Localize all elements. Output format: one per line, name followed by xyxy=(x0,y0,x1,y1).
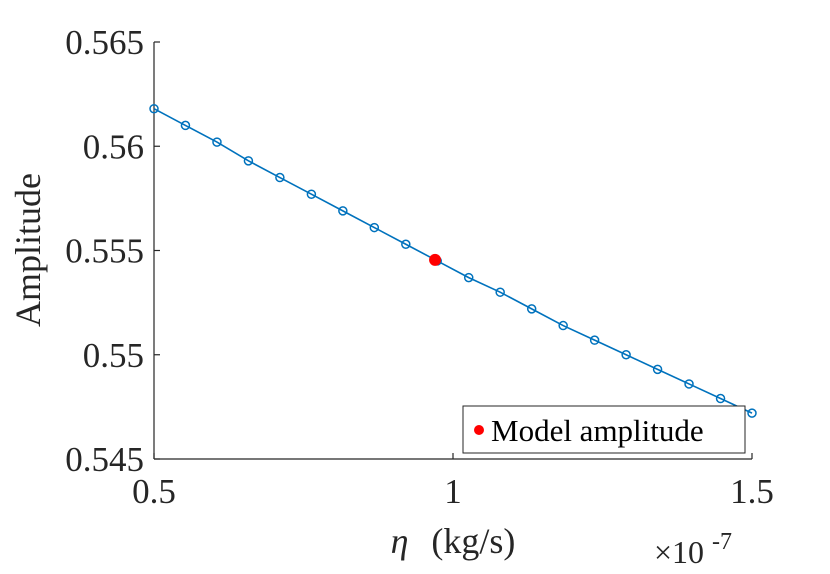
data-point xyxy=(243,156,254,166)
y-tick-label: 0.56 xyxy=(83,127,144,166)
y-axis-label: Amplitude xyxy=(8,173,48,327)
x-tick-label: 1.5 xyxy=(730,472,774,511)
x-exponent-power: -7 xyxy=(712,529,732,555)
y-tick-label: 0.565 xyxy=(65,23,144,62)
x-axis-label-unit: (kg/s) xyxy=(431,521,515,561)
y-tick-label: 0.545 xyxy=(65,440,144,479)
legend-box xyxy=(462,405,746,454)
y-tick-labels: 0.545 0.55 0.555 0.56 0.565 xyxy=(65,23,144,479)
data-point xyxy=(621,350,631,360)
x-tick-label: 1 xyxy=(444,472,462,511)
data-point xyxy=(180,120,191,131)
y-tick-label: 0.55 xyxy=(83,336,144,375)
data-point xyxy=(526,304,537,314)
data-point xyxy=(212,137,222,147)
data-point xyxy=(715,393,726,404)
series-line xyxy=(153,108,753,414)
series-markers xyxy=(149,103,757,418)
x-tick-label: 0.5 xyxy=(132,472,176,511)
data-point xyxy=(401,239,411,249)
data-point xyxy=(684,379,694,389)
data-point xyxy=(338,206,348,216)
x-tick-labels: 0.5 1 1.5 xyxy=(132,472,774,511)
data-point xyxy=(275,172,285,183)
x-axis-exponent: ×10 -7 xyxy=(654,529,732,570)
legend: Model amplitude xyxy=(462,405,746,454)
x-axis-label: η (kg/s) xyxy=(391,521,516,561)
model-amplitude-point-group xyxy=(429,253,442,266)
x-axis-label-symbol: η xyxy=(391,521,409,561)
data-point xyxy=(558,320,568,331)
data-point xyxy=(652,364,663,375)
model-amplitude-point xyxy=(429,253,442,266)
x-exponent-base: ×10 xyxy=(654,534,704,570)
data-point xyxy=(747,408,757,418)
axis-ticks xyxy=(153,41,753,460)
data-point xyxy=(149,103,159,114)
data-point xyxy=(369,222,380,233)
data-point xyxy=(495,287,505,297)
legend-marker-model-amplitude xyxy=(474,425,484,435)
data-point xyxy=(589,335,600,345)
legend-label-model-amplitude: Model amplitude xyxy=(491,413,704,448)
data-point xyxy=(306,189,317,199)
y-tick-label: 0.555 xyxy=(65,232,144,271)
data-point xyxy=(463,272,474,283)
